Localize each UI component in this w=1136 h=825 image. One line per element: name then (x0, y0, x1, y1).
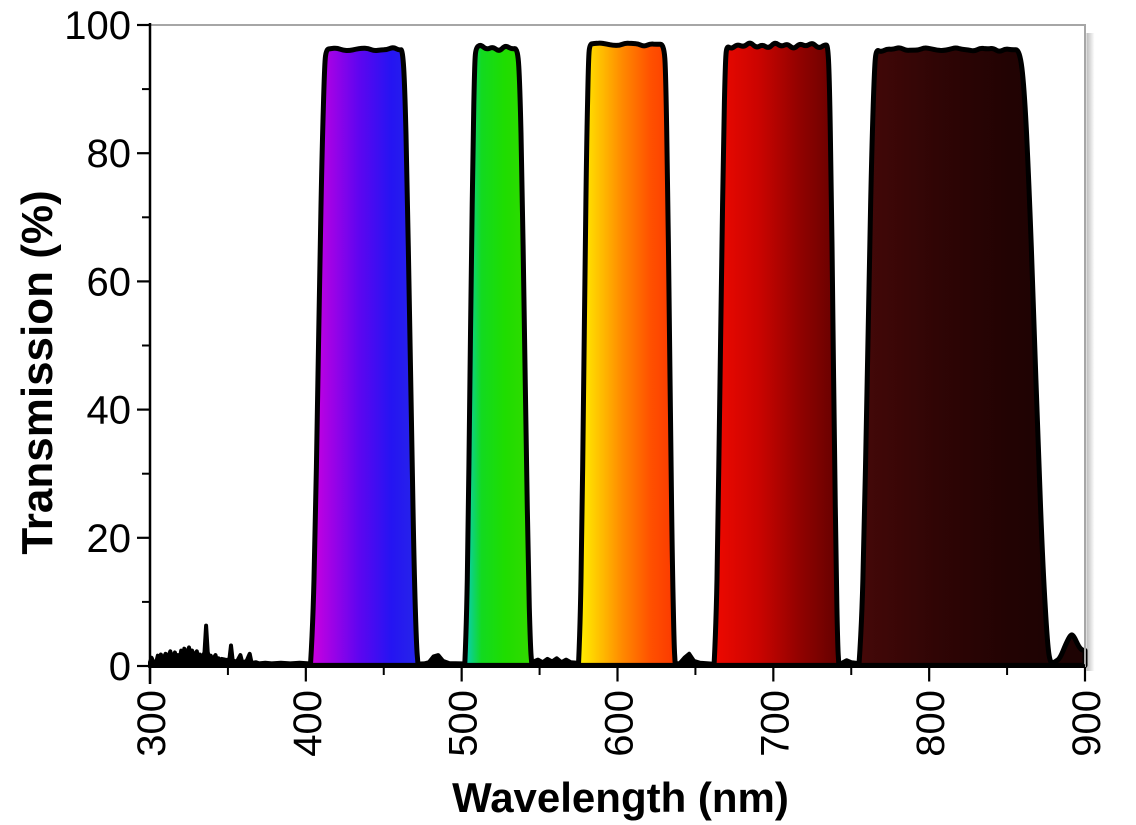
y-tick-labels: 0 20 40 60 80 100 (64, 4, 131, 689)
svg-text:40: 40 (87, 389, 132, 433)
y-axis-title: Transmission (%) (13, 190, 62, 554)
svg-text:300: 300 (130, 690, 174, 757)
filter-band-area-yellow-orange (576, 40, 678, 668)
filter-band-area-red (711, 40, 842, 668)
filter-band-area-violet-blue (308, 45, 421, 668)
filter-band-area-deep-red (856, 45, 1088, 668)
filter-band-area-green (462, 43, 535, 668)
svg-text:500: 500 (442, 690, 486, 757)
svg-text:0: 0 (109, 645, 131, 689)
svg-text:600: 600 (598, 690, 642, 757)
svg-text:400: 400 (286, 690, 330, 757)
x-axis (148, 664, 1087, 682)
svg-text:800: 800 (909, 690, 953, 757)
svg-text:60: 60 (87, 260, 132, 304)
y-axis (137, 23, 152, 684)
svg-text:80: 80 (87, 132, 132, 176)
svg-text:700: 700 (753, 690, 797, 757)
baseline-noise-trace (148, 623, 1087, 668)
svg-text:900: 900 (1065, 690, 1109, 757)
svg-text:100: 100 (64, 4, 131, 48)
x-axis-title: Wavelength (nm) (452, 774, 789, 821)
drop-shadow (1086, 33, 1095, 671)
plot-frame (150, 24, 1086, 667)
svg-text:20: 20 (87, 517, 132, 561)
x-tick-labels: 300 400 500 600 700 800 900 (130, 690, 1109, 757)
